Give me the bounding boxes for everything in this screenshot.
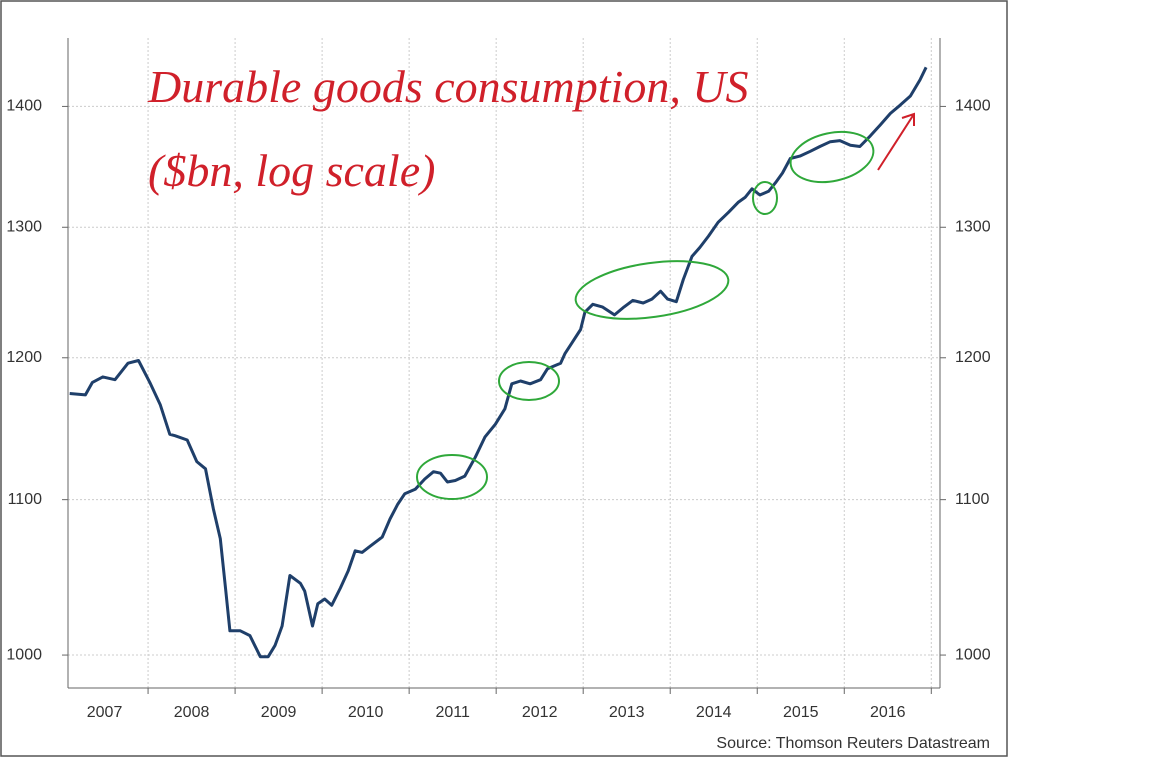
x-tick-label: 2016 — [870, 704, 906, 721]
axes: 1000 1000 1100 1100 1200 1200 1300 1300 1400 1400… — [6, 38, 991, 721]
highlight-circle — [752, 181, 778, 215]
x-tick-label: 2012 — [522, 704, 558, 721]
x-tick-label: 2008 — [174, 704, 210, 721]
chart-title: Durable goods consumption, US — [147, 61, 749, 112]
source: Source: Thomson Reuters Datastream — [716, 735, 990, 752]
y2-tick-label: 1000 — [955, 646, 991, 663]
x-tick-label: 2013 — [609, 704, 645, 721]
y2-tick-label: 1300 — [955, 218, 991, 235]
highlight-circle — [416, 454, 488, 500]
highlight-circle — [789, 130, 875, 184]
y-tick-label: 1200 — [6, 349, 42, 366]
x-tick-label: 2010 — [348, 704, 384, 721]
x-tick-label: 2015 — [783, 704, 819, 721]
x-tick-label: 2009 — [261, 704, 297, 721]
y2-tick-label: 1400 — [955, 98, 991, 115]
y-tick-label: 1400 — [6, 98, 42, 115]
chart-subtitle: ($bn, log scale) — [148, 145, 435, 196]
chart-frame — [0, 0, 1008, 757]
y2-tick-label: 1200 — [955, 349, 991, 366]
highlight-circle — [574, 260, 730, 320]
y2-tick-label: 1100 — [955, 491, 990, 508]
y-tick-label: 1000 — [6, 646, 42, 663]
x-tick-label: 2011 — [435, 704, 470, 721]
y-tick-label: 1100 — [8, 491, 43, 508]
highlight-circle — [498, 361, 560, 401]
arrow — [877, 112, 915, 171]
y-tick-label: 1300 — [6, 218, 42, 235]
annotations — [416, 112, 915, 500]
grid — [68, 38, 940, 688]
x-tick-label: 2014 — [696, 704, 732, 721]
x-tick-label: 2007 — [87, 704, 123, 721]
